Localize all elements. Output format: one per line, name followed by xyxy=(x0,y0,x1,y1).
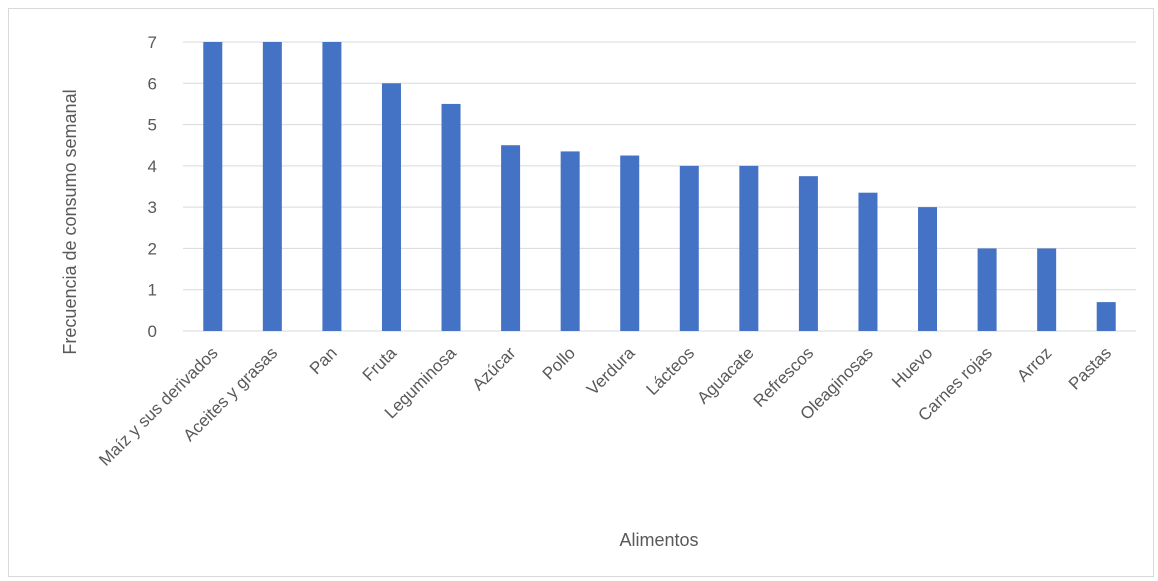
x-tick-label: Fruta xyxy=(359,343,401,385)
bar xyxy=(441,103,461,331)
y-tick-label: 6 xyxy=(148,74,157,93)
x-tick-label: Pastas xyxy=(1065,343,1115,393)
bar xyxy=(203,42,223,331)
x-tick-label: Verdura xyxy=(583,343,639,399)
y-axis-ticks: 0 1 2 3 4 5 6 7 xyxy=(148,33,157,341)
bar xyxy=(560,151,580,331)
bar xyxy=(501,145,521,331)
bar xyxy=(977,248,997,331)
x-tick-label: Huevo xyxy=(888,343,936,391)
bar xyxy=(322,42,342,331)
x-tick-label: Pollo xyxy=(539,343,579,383)
y-tick-label: 3 xyxy=(148,198,157,217)
y-tick-label: 4 xyxy=(148,157,157,176)
y-tick-label: 2 xyxy=(148,239,157,258)
bar xyxy=(381,83,401,332)
x-axis-title: Alimentos xyxy=(619,530,698,550)
y-axis-title: Frecuencia de consumo semanal xyxy=(60,89,80,354)
x-tick-label: Arroz xyxy=(1013,343,1055,385)
bar xyxy=(739,165,759,331)
gridlines xyxy=(183,41,1136,332)
x-tick-label: Maíz y sus derivados xyxy=(95,343,221,469)
bar xyxy=(262,42,282,331)
bar xyxy=(1096,302,1116,331)
bar xyxy=(798,176,818,331)
bar xyxy=(1037,248,1057,331)
y-tick-label: 0 xyxy=(148,322,157,341)
bar xyxy=(620,155,640,331)
y-tick-label: 5 xyxy=(148,116,157,135)
y-tick-label: 7 xyxy=(148,33,157,52)
x-tick-label: Pan xyxy=(306,343,341,378)
bar xyxy=(858,192,878,331)
x-tick-label: Lácteos xyxy=(643,343,699,399)
bar xyxy=(679,165,699,331)
x-tick-label: Azúcar xyxy=(469,343,520,394)
chart-frame xyxy=(8,8,1154,577)
y-tick-label: 1 xyxy=(148,281,157,300)
bar xyxy=(918,207,938,331)
x-tick-label: Aguacate xyxy=(693,343,757,407)
bars xyxy=(203,42,1116,332)
